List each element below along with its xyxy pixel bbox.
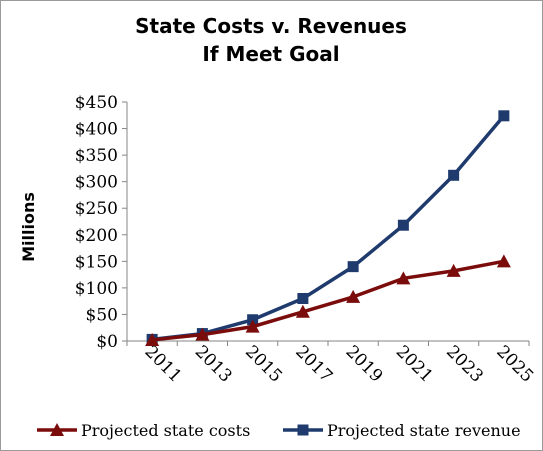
y-tick-label: $250 [75, 199, 118, 219]
y-tick-label: $150 [75, 252, 118, 272]
data-point-triangle [446, 263, 461, 277]
legend: Projected state costs Projected state rev… [37, 421, 521, 440]
x-tick-label: 2017 [291, 342, 336, 387]
chart-title-line-2: If Meet Goal [202, 42, 339, 66]
series-line [151, 114, 506, 342]
legend-item: Projected state revenue [283, 421, 521, 440]
y-tick-label: $450 [75, 93, 118, 113]
y-tick-label: $400 [75, 120, 118, 140]
legend-swatch-marker [297, 424, 309, 436]
data-point-square [347, 261, 359, 273]
y-axis-label: Millions [19, 192, 38, 262]
y-tick-label: $200 [75, 226, 118, 246]
data-point-triangle [145, 332, 160, 346]
series-line [151, 259, 505, 342]
y-tick-label: $100 [75, 279, 118, 299]
legend-swatch-marker [50, 423, 64, 436]
legend-label: Projected state revenue [327, 421, 521, 440]
data-point-triangle [496, 254, 511, 268]
x-tick-label: 2019 [342, 342, 387, 387]
legend-item: Projected state costs [37, 421, 250, 440]
x-tick-label: 2023 [442, 342, 487, 387]
y-tick-label: $300 [75, 173, 118, 193]
data-point-triangle [396, 271, 411, 285]
data-point-triangle [245, 319, 260, 333]
series-revenue [146, 110, 510, 345]
x-tick-label: 2025 [492, 342, 537, 387]
series-costs [145, 254, 511, 346]
data-point-square [448, 169, 460, 181]
x-tick-label: 2011 [141, 342, 186, 387]
data-point-triangle [346, 289, 361, 303]
data-point-square [397, 219, 409, 231]
legend-label: Projected state costs [81, 421, 250, 440]
y-tick-label: $350 [75, 146, 118, 166]
x-tick-label: 2015 [241, 342, 286, 387]
x-tick-label: 2013 [191, 342, 236, 387]
data-point-square [498, 110, 510, 122]
data-point-triangle [195, 327, 210, 341]
axes: $0 $50 $100 $150 $200 $250 $300 $350 $400 $450 201… [75, 93, 537, 387]
data-point-square [297, 293, 309, 305]
y-tick-label: $50 [86, 305, 118, 325]
x-tick-label: 2021 [392, 342, 437, 387]
data-point-triangle [295, 304, 310, 318]
chart-title-line-1: State Costs v. Revenues [135, 14, 407, 38]
y-tick-label: $0 [96, 332, 118, 352]
series-layer [145, 110, 511, 346]
